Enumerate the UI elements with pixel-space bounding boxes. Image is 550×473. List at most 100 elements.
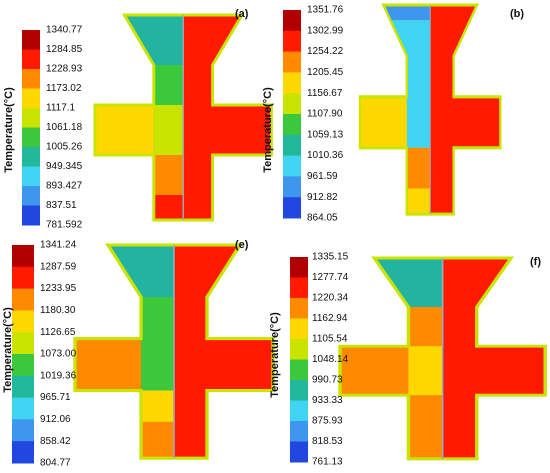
temp-region	[95, 105, 154, 155]
legend-label: 858.42	[40, 436, 71, 447]
legend-band	[290, 421, 308, 442]
legend-label: 781.592	[46, 220, 83, 231]
legend-label: 1287.59	[40, 261, 77, 272]
legend-label: 1117.1	[46, 103, 76, 114]
legend-label: 1180.30	[40, 305, 76, 316]
legend-band	[22, 49, 40, 70]
legend-band	[290, 257, 308, 278]
legend-band	[22, 166, 40, 187]
legend-band	[283, 197, 301, 219]
legend-label: 1010.36	[307, 150, 344, 161]
legend-band	[22, 147, 40, 167]
panel: (b) 1351.76 1302.99 1254.22 1205.45 1156.67 11…	[262, 3, 524, 224]
legend-band	[290, 318, 308, 340]
legend-label: 1162.94	[312, 313, 348, 324]
legend-band	[290, 339, 308, 360]
legend-label: 1340.77	[46, 25, 83, 36]
casting-outline	[73, 243, 275, 460]
legend-label: 893.427	[46, 181, 83, 192]
legend-band	[22, 88, 40, 109]
temp-region	[141, 390, 174, 422]
legend-label: 1205.45	[307, 67, 344, 78]
temp-region	[408, 346, 443, 396]
legend-label: 1302.99	[307, 25, 344, 36]
legend-label: 1019.36	[40, 370, 77, 381]
legend-band	[12, 375, 34, 399]
legend-label: 864.05	[307, 213, 338, 224]
legend-band	[290, 277, 308, 299]
legend-band	[12, 332, 34, 355]
legend-label: 1073.00	[40, 349, 77, 360]
legend-label: 761.13	[312, 457, 343, 468]
panel-label: (b)	[510, 8, 524, 20]
panel: (a) 1340.77 1284.85 1228.93 1173.02 1117.1 106…	[3, 8, 273, 231]
panel: (f) 1335.15 1277.74 1220.34 1162.94 1105.54 10…	[269, 252, 547, 468]
legend-band	[12, 310, 34, 333]
legend-band	[12, 266, 34, 290]
casting-image	[73, 243, 275, 460]
legend-label: 1277.74	[312, 272, 349, 283]
legend-band	[283, 72, 301, 94]
legend-label: 1048.14	[312, 354, 349, 365]
legend-band	[22, 108, 40, 128]
legend-band	[283, 114, 301, 136]
legend-label: 1105.54	[312, 334, 348, 345]
legend-label: 1284.85	[46, 44, 83, 55]
casting-outline	[358, 3, 502, 216]
legend-label: 1173.02	[46, 83, 82, 94]
legend-band	[290, 441, 308, 463]
legend-label: 875.93	[312, 416, 343, 427]
panel-label: (f)	[530, 256, 541, 268]
legend-label: 990.73	[312, 375, 343, 386]
legend-label: 1341.24	[40, 240, 77, 251]
legend-label: 1233.95	[40, 283, 77, 294]
temp-region	[153, 195, 184, 220]
legend-band	[290, 400, 308, 422]
legend-band	[283, 176, 301, 198]
legend-band	[12, 397, 34, 420]
hot-region	[183, 15, 272, 220]
legend-band	[12, 288, 34, 311]
legend-label: 1351.76	[307, 5, 344, 16]
legend-band	[283, 134, 301, 157]
legend-label: 837.51	[46, 200, 77, 211]
temp-region	[141, 421, 174, 459]
panel-label: (e)	[235, 239, 249, 251]
temp-region	[141, 297, 174, 391]
legend-band	[12, 441, 34, 464]
casting-outline	[93, 13, 273, 222]
temp-region	[153, 105, 184, 155]
casting-image	[93, 13, 273, 222]
legend-band	[283, 93, 301, 115]
legend-band	[283, 30, 301, 53]
legend-band	[22, 205, 40, 226]
legend-band	[22, 186, 40, 206]
legend-band	[22, 127, 40, 148]
legend-label: 804.77	[40, 458, 71, 469]
hot-region	[430, 5, 501, 215]
axis-title: Temperature(°C)	[3, 87, 15, 173]
legend-label: 1156.67	[307, 88, 343, 99]
panel: (e) 1341.24 1287.59 1233.95 1180.30 1126.65 10…	[2, 239, 275, 469]
legend-band	[290, 298, 308, 319]
legend-band	[22, 69, 40, 89]
legend-label: 1061.18	[46, 122, 83, 133]
temp-region	[406, 147, 431, 189]
legend-label: 1254.22	[307, 46, 344, 57]
temp-region	[406, 188, 431, 215]
temp-region	[408, 395, 443, 459]
legend-band	[22, 30, 40, 50]
axis-title: Temperature(°C)	[269, 312, 281, 398]
legend-label: 933.33	[312, 395, 343, 406]
casting-image	[358, 3, 502, 216]
legend-label: 912.82	[307, 192, 338, 203]
legend-label: 1126.65	[40, 327, 76, 338]
legend-label: 965.71	[40, 392, 71, 403]
legend-band	[283, 155, 301, 177]
legend-label: 1059.13	[307, 129, 344, 140]
hot-region	[442, 258, 546, 459]
temp-region	[75, 338, 141, 391]
legend-band	[12, 354, 34, 377]
